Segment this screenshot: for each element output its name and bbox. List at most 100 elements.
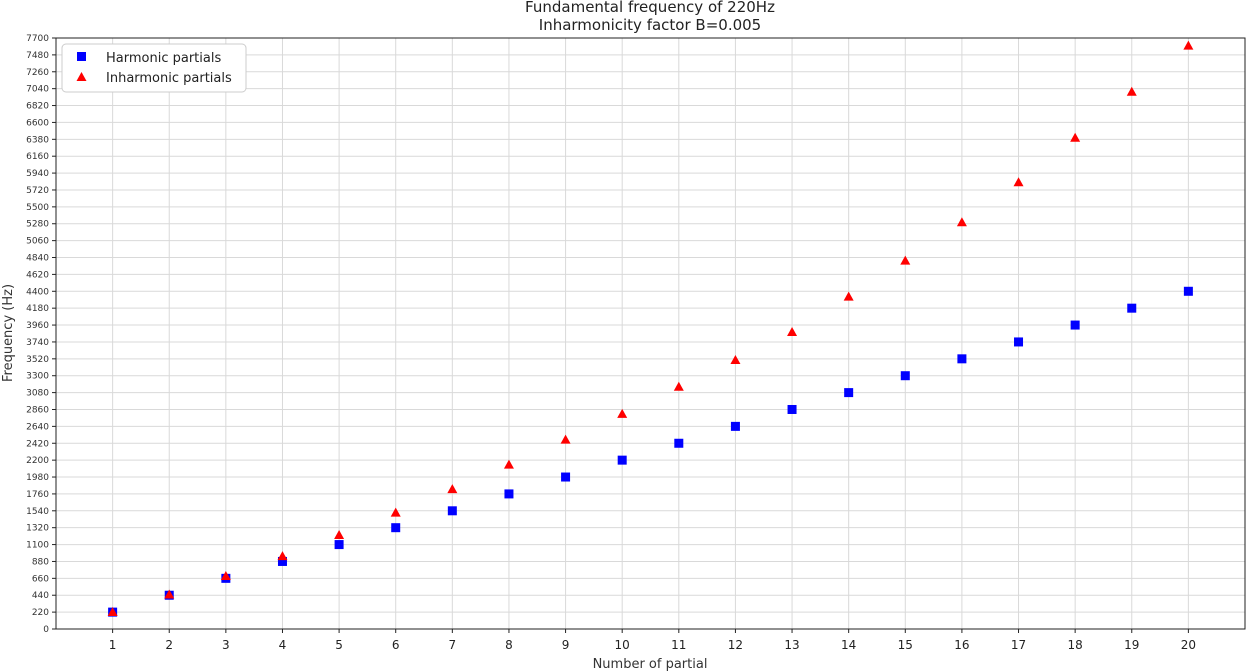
y-tick-label: 6160 [26,152,49,162]
inharmonic-point [673,381,684,391]
harmonic-point [1127,303,1137,313]
y-tick-label: 6820 [26,102,49,112]
x-tick-label: 17 [1011,638,1026,652]
inharmonic-point [390,507,401,517]
x-tick-label: 19 [1124,638,1139,652]
y-tick-label: 2420 [26,439,49,449]
y-tick-label: 5720 [26,186,49,196]
legend-label-inharmonic: Inharmonic partials [106,71,232,86]
x-tick-label: 2 [165,638,173,652]
x-axis-ticks: 1 2 3 4 5 6 7 8 9 10 11 12 13 14 15 16 17 18 19 20 [109,629,1196,652]
x-tick-label: 14 [841,638,856,652]
y-tick-label: 2860 [26,405,49,415]
inharmonic-point [1183,40,1194,50]
y-tick-label: 1540 [26,507,49,517]
legend-box [61,43,247,93]
legend: Harmonic partials Inharmonic partials [61,43,247,93]
y-tick-label: 3740 [26,338,49,348]
grid [56,37,1245,630]
x-tick-label: 11 [671,638,686,652]
y-tick-label: 5500 [26,203,49,213]
y-tick-label: 220 [32,608,49,618]
harmonic-point [957,354,967,364]
inharmonic-point [560,434,571,444]
y-tick-label: 6380 [26,135,49,145]
inharmonic-point [447,484,458,494]
y-tick-label: 5940 [26,169,49,179]
y-tick-label: 880 [32,557,49,567]
y-tick-label: 2640 [26,422,49,432]
y-axis-ticks: 0 220 440 660 880 1100 1320 1540 1760 1980 2200 242… [26,34,56,635]
harmonic-point [447,506,457,516]
y-tick-label: 2200 [26,456,49,466]
y-tick-label: 1100 [26,541,49,551]
y-tick-label: 7040 [26,85,49,95]
y-tick-label: 3520 [26,355,49,365]
inharmonic-point [277,551,288,561]
inharmonic-point [1013,177,1024,187]
y-tick-label: 6600 [26,118,49,128]
x-axis-label: Number of partial [593,657,708,672]
y-tick-label: 7480 [26,51,49,61]
inharmonic-point [730,354,741,364]
harmonic-point [334,540,344,550]
x-tick-label: 10 [615,638,630,652]
x-tick-label: 8 [505,638,513,652]
inharmonic-point [900,255,911,265]
harmonic-point [1183,286,1193,296]
y-tick-label: 7700 [26,34,49,44]
harmonic-point [504,489,514,499]
y-tick-label: 5280 [26,220,49,230]
x-tick-label: 1 [109,638,117,652]
x-tick-label: 5 [335,638,343,652]
y-tick-label: 3300 [26,372,49,382]
y-tick-label: 1760 [26,490,49,500]
x-tick-label: 12 [728,638,743,652]
y-tick-label: 0 [43,625,49,635]
y-tick-label: 660 [32,574,49,584]
inharmonic-point [956,217,967,227]
inharmonic-point [617,408,628,418]
harmonic-point [787,404,797,414]
x-tick-label: 3 [222,638,230,652]
harmonic-point [561,472,571,482]
inharmonic-point [164,589,175,599]
harmonic-point [1014,337,1024,347]
harmonic-point [1070,320,1080,330]
y-tick-label: 1320 [26,524,49,534]
legend-triangle-marker-icon [76,72,87,81]
y-tick-label: 1980 [26,473,49,483]
harmonic-point [844,388,854,398]
inharmonic-point [843,291,854,301]
chart-subtitle: Inharmonicity factor B=0.005 [539,16,761,34]
inharmonic-point [503,459,514,469]
x-tick-label: 20 [1181,638,1196,652]
inharmonic-point [220,570,231,580]
inharmonic-point [1070,132,1081,142]
inharmonic-point [1126,86,1137,96]
x-tick-label: 9 [562,638,570,652]
y-tick-label: 4180 [26,304,49,314]
y-tick-label: 4840 [26,254,49,264]
y-tick-label: 4620 [26,270,49,280]
data-points [107,40,1194,617]
y-tick-label: 4400 [26,287,49,297]
y-tick-label: 5060 [26,237,49,247]
x-tick-label: 18 [1068,638,1083,652]
x-tick-label: 6 [392,638,400,652]
inharmonic-point [334,529,345,539]
y-tick-label: 7260 [26,68,49,78]
plot-frame [55,37,1246,630]
y-tick-label: 440 [32,591,49,601]
y-tick-label: 3080 [26,389,49,399]
x-tick-label: 13 [784,638,799,652]
x-tick-label: 15 [898,638,913,652]
x-tick-label: 7 [449,638,457,652]
inharmonic-point [787,327,798,337]
x-tick-label: 16 [954,638,969,652]
harmonic-point [674,438,684,448]
y-axis-label: Frequency (Hz) [1,284,16,382]
y-tick-label: 3960 [26,321,49,331]
harmonic-point [277,556,287,566]
